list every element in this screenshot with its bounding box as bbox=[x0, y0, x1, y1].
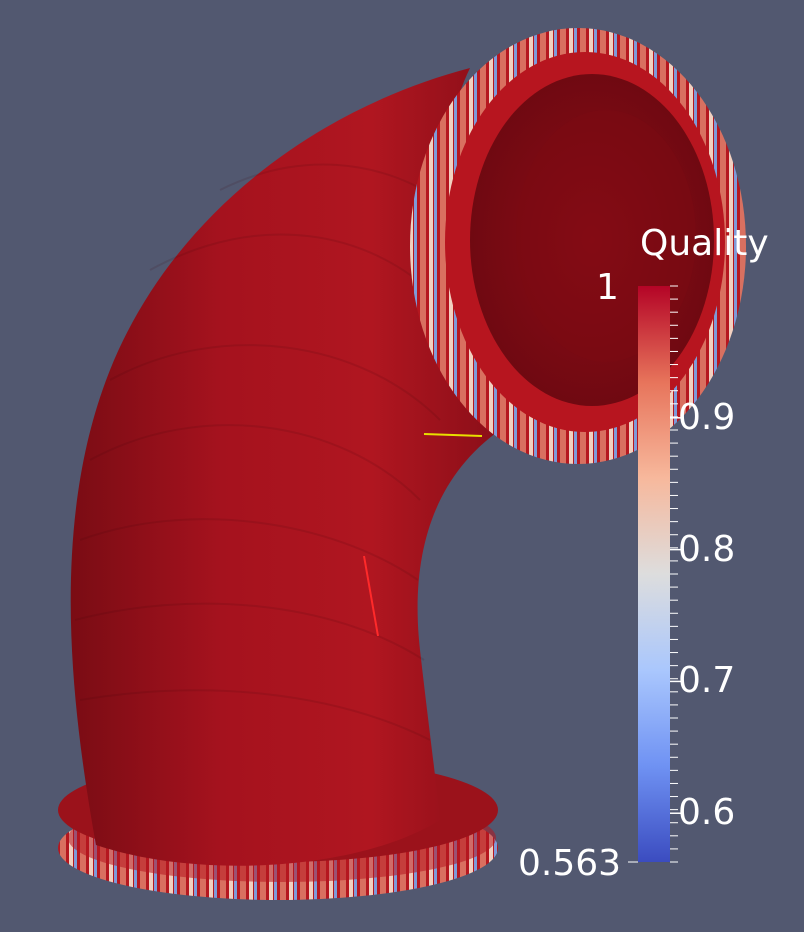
legend-color-bar bbox=[638, 286, 670, 862]
legend-tick-label: 0.7 bbox=[678, 660, 736, 702]
legend-tick-label: 0.9 bbox=[678, 396, 736, 438]
legend-min-label: 0.563 bbox=[518, 843, 622, 884]
legend-max-label: 1 bbox=[596, 267, 619, 308]
legend-title: Quality bbox=[640, 223, 769, 264]
legend-tick-label: 0.8 bbox=[678, 528, 736, 570]
yellow-marker-line bbox=[423, 433, 483, 437]
color-legend bbox=[628, 285, 684, 863]
pipe-body bbox=[70, 68, 500, 866]
red-marker-line bbox=[363, 555, 379, 637]
legend-tick-label: 0.6 bbox=[678, 792, 736, 834]
